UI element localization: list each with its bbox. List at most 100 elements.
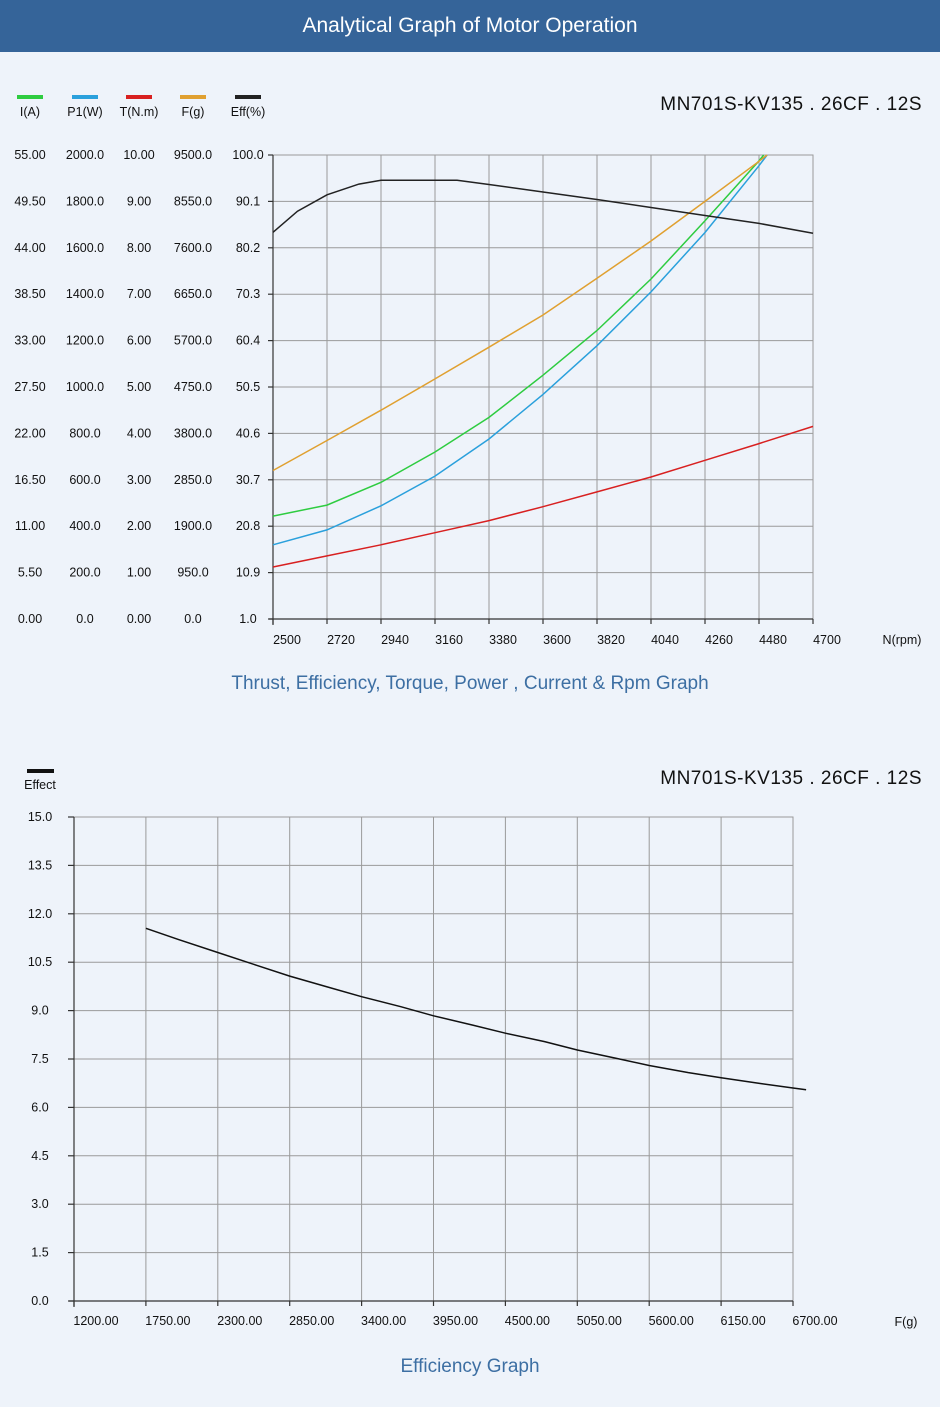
y-tick-label-T: 1.00 xyxy=(127,566,151,580)
x-tick-label: 3600 xyxy=(543,633,571,647)
y-tick-label-Eff: 70.3 xyxy=(236,287,260,301)
series-line-P1 xyxy=(272,154,768,546)
y-tick-label-P1: 1800.0 xyxy=(66,194,104,208)
chart-caption: Efficiency Graph xyxy=(400,1356,539,1377)
legend-label-effect: Effect xyxy=(24,778,56,792)
y-tick-label-I: 22.00 xyxy=(14,426,45,440)
y-tick-label-P1: 600.0 xyxy=(69,473,100,487)
y-tick-label-P1: 1000.0 xyxy=(66,380,104,394)
y-tick-label-T: 6.00 xyxy=(127,334,151,348)
legend-label-P1: P1(W) xyxy=(67,105,102,119)
y-tick-label-Eff: 100.0 xyxy=(232,148,263,162)
legend-swatch-T xyxy=(126,95,152,99)
grid xyxy=(68,816,794,1307)
series-line-Eff xyxy=(272,179,814,235)
y-tick-label-Eff: 90.1 xyxy=(236,194,260,208)
y-tick-label-F: 9500.0 xyxy=(174,148,212,162)
y-tick-labels: 0.0 1.5 3.0 4.5 6.0 7.5 9.0 10.5 12.0 13.5 15.0 xyxy=(28,810,52,1308)
series-lines xyxy=(145,927,807,1091)
x-tick-label: 2720 xyxy=(327,633,355,647)
x-tick-label: 2940 xyxy=(381,633,409,647)
legend-label-T: T(N.m) xyxy=(120,105,159,119)
x-tick-label: 2300.00 xyxy=(217,1314,262,1328)
y-tick-label: 9.0 xyxy=(31,1004,48,1018)
y-tick-label-T: 2.00 xyxy=(127,519,151,533)
y-tick-label-T: 5.00 xyxy=(127,380,151,394)
y-tick-label-T: 9.00 xyxy=(127,194,151,208)
y-tick-label-Eff: 20.8 xyxy=(236,519,260,533)
chart-title: MN701S-KV135 . 26CF . 12S xyxy=(660,768,922,789)
legend-swatch-effect xyxy=(27,769,54,773)
series-lines xyxy=(272,154,814,568)
y-tick-label-Eff: 30.7 xyxy=(236,473,260,487)
x-tick-label: 2850.00 xyxy=(289,1314,334,1328)
y-tick-label-P1: 400.0 xyxy=(69,519,100,533)
legend-label-Eff: Eff(%) xyxy=(231,105,266,119)
x-tick-label: 4700 xyxy=(813,633,841,647)
y-tick-label-P1: 1600.0 xyxy=(66,241,104,255)
x-tick-label: 6700.00 xyxy=(792,1314,837,1328)
y-tick-label-Eff: 60.4 xyxy=(236,334,260,348)
page-header: Analytical Graph of Motor Operation xyxy=(0,0,940,52)
y-tick-label: 12.0 xyxy=(28,907,52,921)
chart-title: MN701S-KV135 . 26CF . 12S xyxy=(660,94,922,115)
y-tick-label-F: 4750.0 xyxy=(174,380,212,394)
y-tick-label-I: 16.50 xyxy=(14,473,45,487)
series-line-I xyxy=(272,154,765,517)
x-axis-label: F(g) xyxy=(895,1315,918,1329)
x-tick-label: 5050.00 xyxy=(577,1314,622,1328)
y-tick-label-I: 38.50 xyxy=(14,287,45,301)
x-tick-label: 4260 xyxy=(705,633,733,647)
x-tick-label: 4480 xyxy=(759,633,787,647)
x-tick-label: 6150.00 xyxy=(721,1314,766,1328)
y-tick-label-P1: 2000.0 xyxy=(66,148,104,162)
y-tick-label: 6.0 xyxy=(31,1100,48,1114)
legend-swatch-I xyxy=(17,95,43,99)
motor-operation-chart: I(A) P1(W) T(N.m) F(g) Eff(%) MN701S-KV135 .… xyxy=(14,94,922,694)
legend-label-I: I(A) xyxy=(20,105,40,119)
y-tick-label-F: 8550.0 xyxy=(174,194,212,208)
x-tick-label: 3380 xyxy=(489,633,517,647)
y-tick-label-F: 6650.0 xyxy=(174,287,212,301)
legend-swatch-P1 xyxy=(72,95,98,99)
y-tick-label: 3.0 xyxy=(31,1197,48,1211)
y-tick-label-F: 1900.0 xyxy=(174,519,212,533)
y-tick-label-T: 0.00 xyxy=(127,612,151,626)
y-tick-label: 0.0 xyxy=(31,1294,48,1308)
x-tick-label: 4040 xyxy=(651,633,679,647)
y-tick-label: 15.0 xyxy=(28,810,52,824)
x-tick-label: 1200.00 xyxy=(73,1314,118,1328)
y-tick-label: 10.5 xyxy=(28,955,52,969)
x-axis-label: N(rpm) xyxy=(883,633,922,647)
y-tick-label-F: 3800.0 xyxy=(174,426,212,440)
legend-swatch-Eff xyxy=(235,95,261,99)
series-line-effect xyxy=(145,927,807,1091)
efficiency-chart: Effect MN701S-KV135 . 26CF . 12S 0.0 1.5 3… xyxy=(24,768,922,1377)
chart-caption: Thrust, Efficiency, Torque, Power , Curr… xyxy=(231,673,708,694)
y-tick-label-I: 33.00 xyxy=(14,334,45,348)
y-tick-label-I: 44.00 xyxy=(14,241,45,255)
y-tick-label-P1: 800.0 xyxy=(69,426,100,440)
grid xyxy=(268,154,814,625)
y-tick-label-T: 10.00 xyxy=(123,148,154,162)
y-tick-label: 1.5 xyxy=(31,1246,48,1260)
x-tick-label: 3820 xyxy=(597,633,625,647)
x-tick-label: 3950.00 xyxy=(433,1314,478,1328)
y-tick-label: 7.5 xyxy=(31,1052,48,1066)
series-line-F xyxy=(272,154,768,472)
y-tick-label-I: 49.50 xyxy=(14,194,45,208)
y-tick-label-F: 2850.0 xyxy=(174,473,212,487)
y-tick-label-I: 55.00 xyxy=(14,148,45,162)
x-tick-label: 3400.00 xyxy=(361,1314,406,1328)
y-tick-label-Eff: 40.6 xyxy=(236,426,260,440)
y-tick-label: 4.5 xyxy=(31,1149,48,1163)
y-tick-label-T: 3.00 xyxy=(127,473,151,487)
legend-swatch-F xyxy=(180,95,206,99)
series-line-T xyxy=(272,425,814,568)
y-tick-label-T: 4.00 xyxy=(127,426,151,440)
y-tick-label-T: 8.00 xyxy=(127,241,151,255)
x-tick-labels: 1200.00 1750.00 2300.00 2850.00 3400.00 3950.… xyxy=(73,1314,837,1328)
y-tick-label-T: 7.00 xyxy=(127,287,151,301)
y-tick-label-Eff: 1.0 xyxy=(239,612,256,626)
y-tick-label-I: 11.00 xyxy=(15,519,45,533)
